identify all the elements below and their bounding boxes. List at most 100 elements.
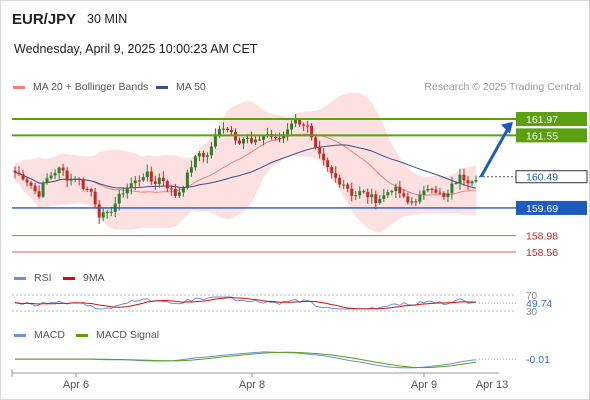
candle-body — [37, 191, 41, 197]
candle-body — [105, 212, 109, 214]
candle-body — [350, 188, 354, 196]
candle-body — [241, 138, 245, 144]
legend-rsi-label: RSI — [34, 272, 52, 284]
candle-body — [201, 153, 205, 157]
candle-body — [181, 188, 185, 193]
candle-body — [225, 128, 229, 131]
ma50-line — [14, 144, 477, 189]
resistance-label: 161.55 — [526, 130, 558, 142]
candle-body — [157, 177, 161, 184]
candle-body — [390, 191, 394, 193]
candle-body — [402, 193, 406, 197]
legend-macd: MACD — [14, 329, 65, 341]
candle-body — [109, 211, 113, 213]
support-label: 158.56 — [526, 247, 558, 259]
candle-body — [438, 192, 442, 194]
legend-ma50: MA 50 — [156, 81, 206, 93]
candle-body — [374, 194, 378, 204]
candle-body — [342, 184, 346, 186]
rsi-ma-line — [14, 297, 477, 310]
candle-body — [378, 198, 382, 204]
pivot-label: 159.69 — [526, 203, 558, 215]
candle-body — [430, 188, 434, 190]
candle-body — [189, 167, 193, 173]
candle-body — [318, 147, 322, 154]
candle-body — [418, 194, 422, 202]
ma20-swatch — [13, 85, 25, 89]
pivot-tag — [516, 200, 587, 215]
candle-body — [278, 138, 282, 140]
candle-body — [17, 172, 21, 175]
candle-body — [370, 194, 374, 198]
candle-body — [57, 167, 61, 174]
candle-body — [77, 178, 81, 180]
candle-body — [362, 191, 366, 193]
candle-body — [258, 139, 262, 141]
legend-ma50-label: MA 50 — [176, 81, 206, 93]
candle-body — [125, 187, 129, 194]
candle-body — [434, 189, 438, 193]
legend-macd-label: MACD — [34, 329, 65, 341]
candle-body — [177, 192, 181, 196]
candle-body — [85, 188, 89, 190]
instrument-title: EUR/JPY — [12, 11, 77, 28]
candle-body — [386, 192, 390, 196]
timestamp: Wednesday, April 9, 2025 10:00:23 AM CET — [14, 42, 258, 56]
candle-body — [69, 179, 73, 181]
candle-body — [89, 189, 93, 192]
candle-body — [193, 156, 197, 168]
candle-body — [153, 181, 157, 184]
legend-ma20: MA 20 + Bollinger Bands — [13, 81, 148, 93]
legend-ma20-label: MA 20 + Bollinger Bands — [33, 81, 149, 93]
x-tick-label: Apr 6 — [63, 379, 89, 391]
candle-body — [205, 155, 209, 157]
candle-body — [73, 178, 77, 180]
legend-rsi-ma: 9MA — [63, 272, 105, 284]
candle-body — [13, 170, 17, 173]
candle-body — [322, 153, 326, 161]
resistance-tag — [516, 112, 587, 126]
x-tick-label: Apr 8 — [239, 379, 265, 391]
candle-body — [173, 188, 177, 196]
candle-body — [306, 125, 310, 127]
candle-body — [141, 177, 145, 181]
candle-body — [414, 201, 418, 203]
candle-body — [197, 153, 201, 157]
candle-body — [294, 120, 298, 124]
candle-body — [450, 183, 454, 194]
candle-body — [262, 136, 266, 140]
candle-body — [470, 181, 474, 184]
x-tick-label: Apr 9 — [411, 379, 437, 391]
last-price-label: 160.49 — [526, 172, 558, 184]
candle-body — [286, 129, 290, 135]
candle-body — [246, 138, 250, 140]
candle-body — [33, 185, 37, 192]
candle-body — [129, 183, 133, 188]
forecast-arrow — [479, 127, 510, 178]
candle-body — [65, 170, 69, 181]
candle-body — [137, 180, 141, 182]
candle-body — [209, 146, 213, 156]
candle-body — [354, 195, 358, 197]
last-price-tag — [515, 170, 588, 184]
rsi-70-label: 70 — [526, 291, 538, 302]
bollinger-band — [15, 92, 476, 233]
legend-macd-signal-label: MACD Signal — [96, 329, 160, 341]
candle-body — [49, 175, 53, 179]
candle-body — [274, 136, 278, 139]
resistance-tag — [516, 128, 587, 143]
candle-body — [454, 182, 458, 184]
candle-body — [121, 193, 125, 195]
candle-body — [117, 193, 121, 204]
candle-body — [330, 167, 334, 174]
x-tick-label: Apr 13 — [476, 379, 508, 391]
candle-body — [338, 177, 342, 185]
macd-signal-swatch — [76, 333, 88, 337]
timeframe-label: 30 MIN — [87, 12, 128, 26]
candle-body — [213, 134, 217, 147]
legend-rsi-ma-label: 9MA — [83, 272, 105, 284]
candle-body — [398, 186, 402, 194]
candle-body — [45, 178, 49, 184]
